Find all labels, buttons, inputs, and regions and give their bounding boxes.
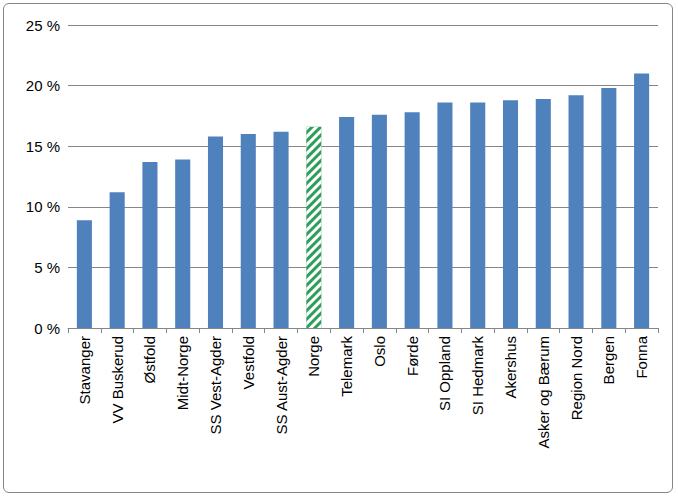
svg-text:25 %: 25 % — [26, 17, 60, 34]
svg-text:Stavanger: Stavanger — [76, 336, 93, 404]
svg-text:SI Oppland: SI Oppland — [436, 336, 453, 411]
svg-text:Fonna: Fonna — [633, 335, 650, 378]
svg-text:SS Vest-Agder: SS Vest-Agder — [207, 336, 224, 434]
svg-text:Akershus: Akershus — [502, 336, 519, 399]
svg-text:20 %: 20 % — [26, 77, 60, 94]
svg-text:Telemark: Telemark — [338, 336, 355, 397]
svg-text:SI Hedmark: SI Hedmark — [469, 336, 486, 416]
svg-text:Bergen: Bergen — [600, 336, 617, 384]
svg-text:0 %: 0 % — [34, 320, 60, 337]
svg-text:Asker og Bærum: Asker og Bærum — [535, 336, 552, 449]
svg-text:Vestfold: Vestfold — [240, 336, 257, 389]
svg-text:VV Buskerud: VV Buskerud — [109, 336, 126, 424]
svg-text:Østfold: Østfold — [141, 336, 158, 384]
svg-text:10 %: 10 % — [26, 198, 60, 215]
svg-text:Førde: Førde — [404, 336, 421, 376]
svg-text:Midt-Norge: Midt-Norge — [174, 336, 191, 410]
svg-text:Region Nord: Region Nord — [568, 336, 585, 420]
svg-text:Oslo: Oslo — [371, 336, 388, 367]
svg-text:5 %: 5 % — [34, 259, 60, 276]
svg-text:Norge: Norge — [305, 336, 322, 377]
svg-text:SS Aust-Agder: SS Aust-Agder — [273, 336, 290, 434]
svg-text:15 %: 15 % — [26, 138, 60, 155]
